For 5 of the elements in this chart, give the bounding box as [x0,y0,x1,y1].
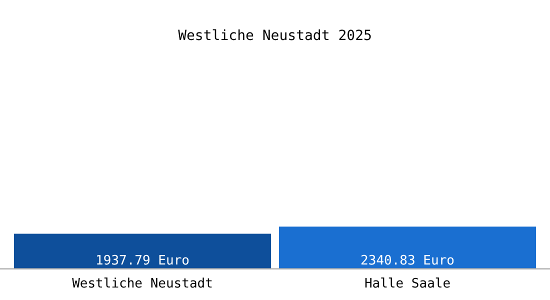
data-label: 1937.79 Euro [96,253,190,268]
data-label: 2340.83 Euro [360,253,454,268]
x-tick-label: Halle Saale [364,276,451,292]
chart-title: Westliche Neustadt 2025 [178,28,372,44]
x-tick-label: Westliche Neustadt [72,276,213,292]
